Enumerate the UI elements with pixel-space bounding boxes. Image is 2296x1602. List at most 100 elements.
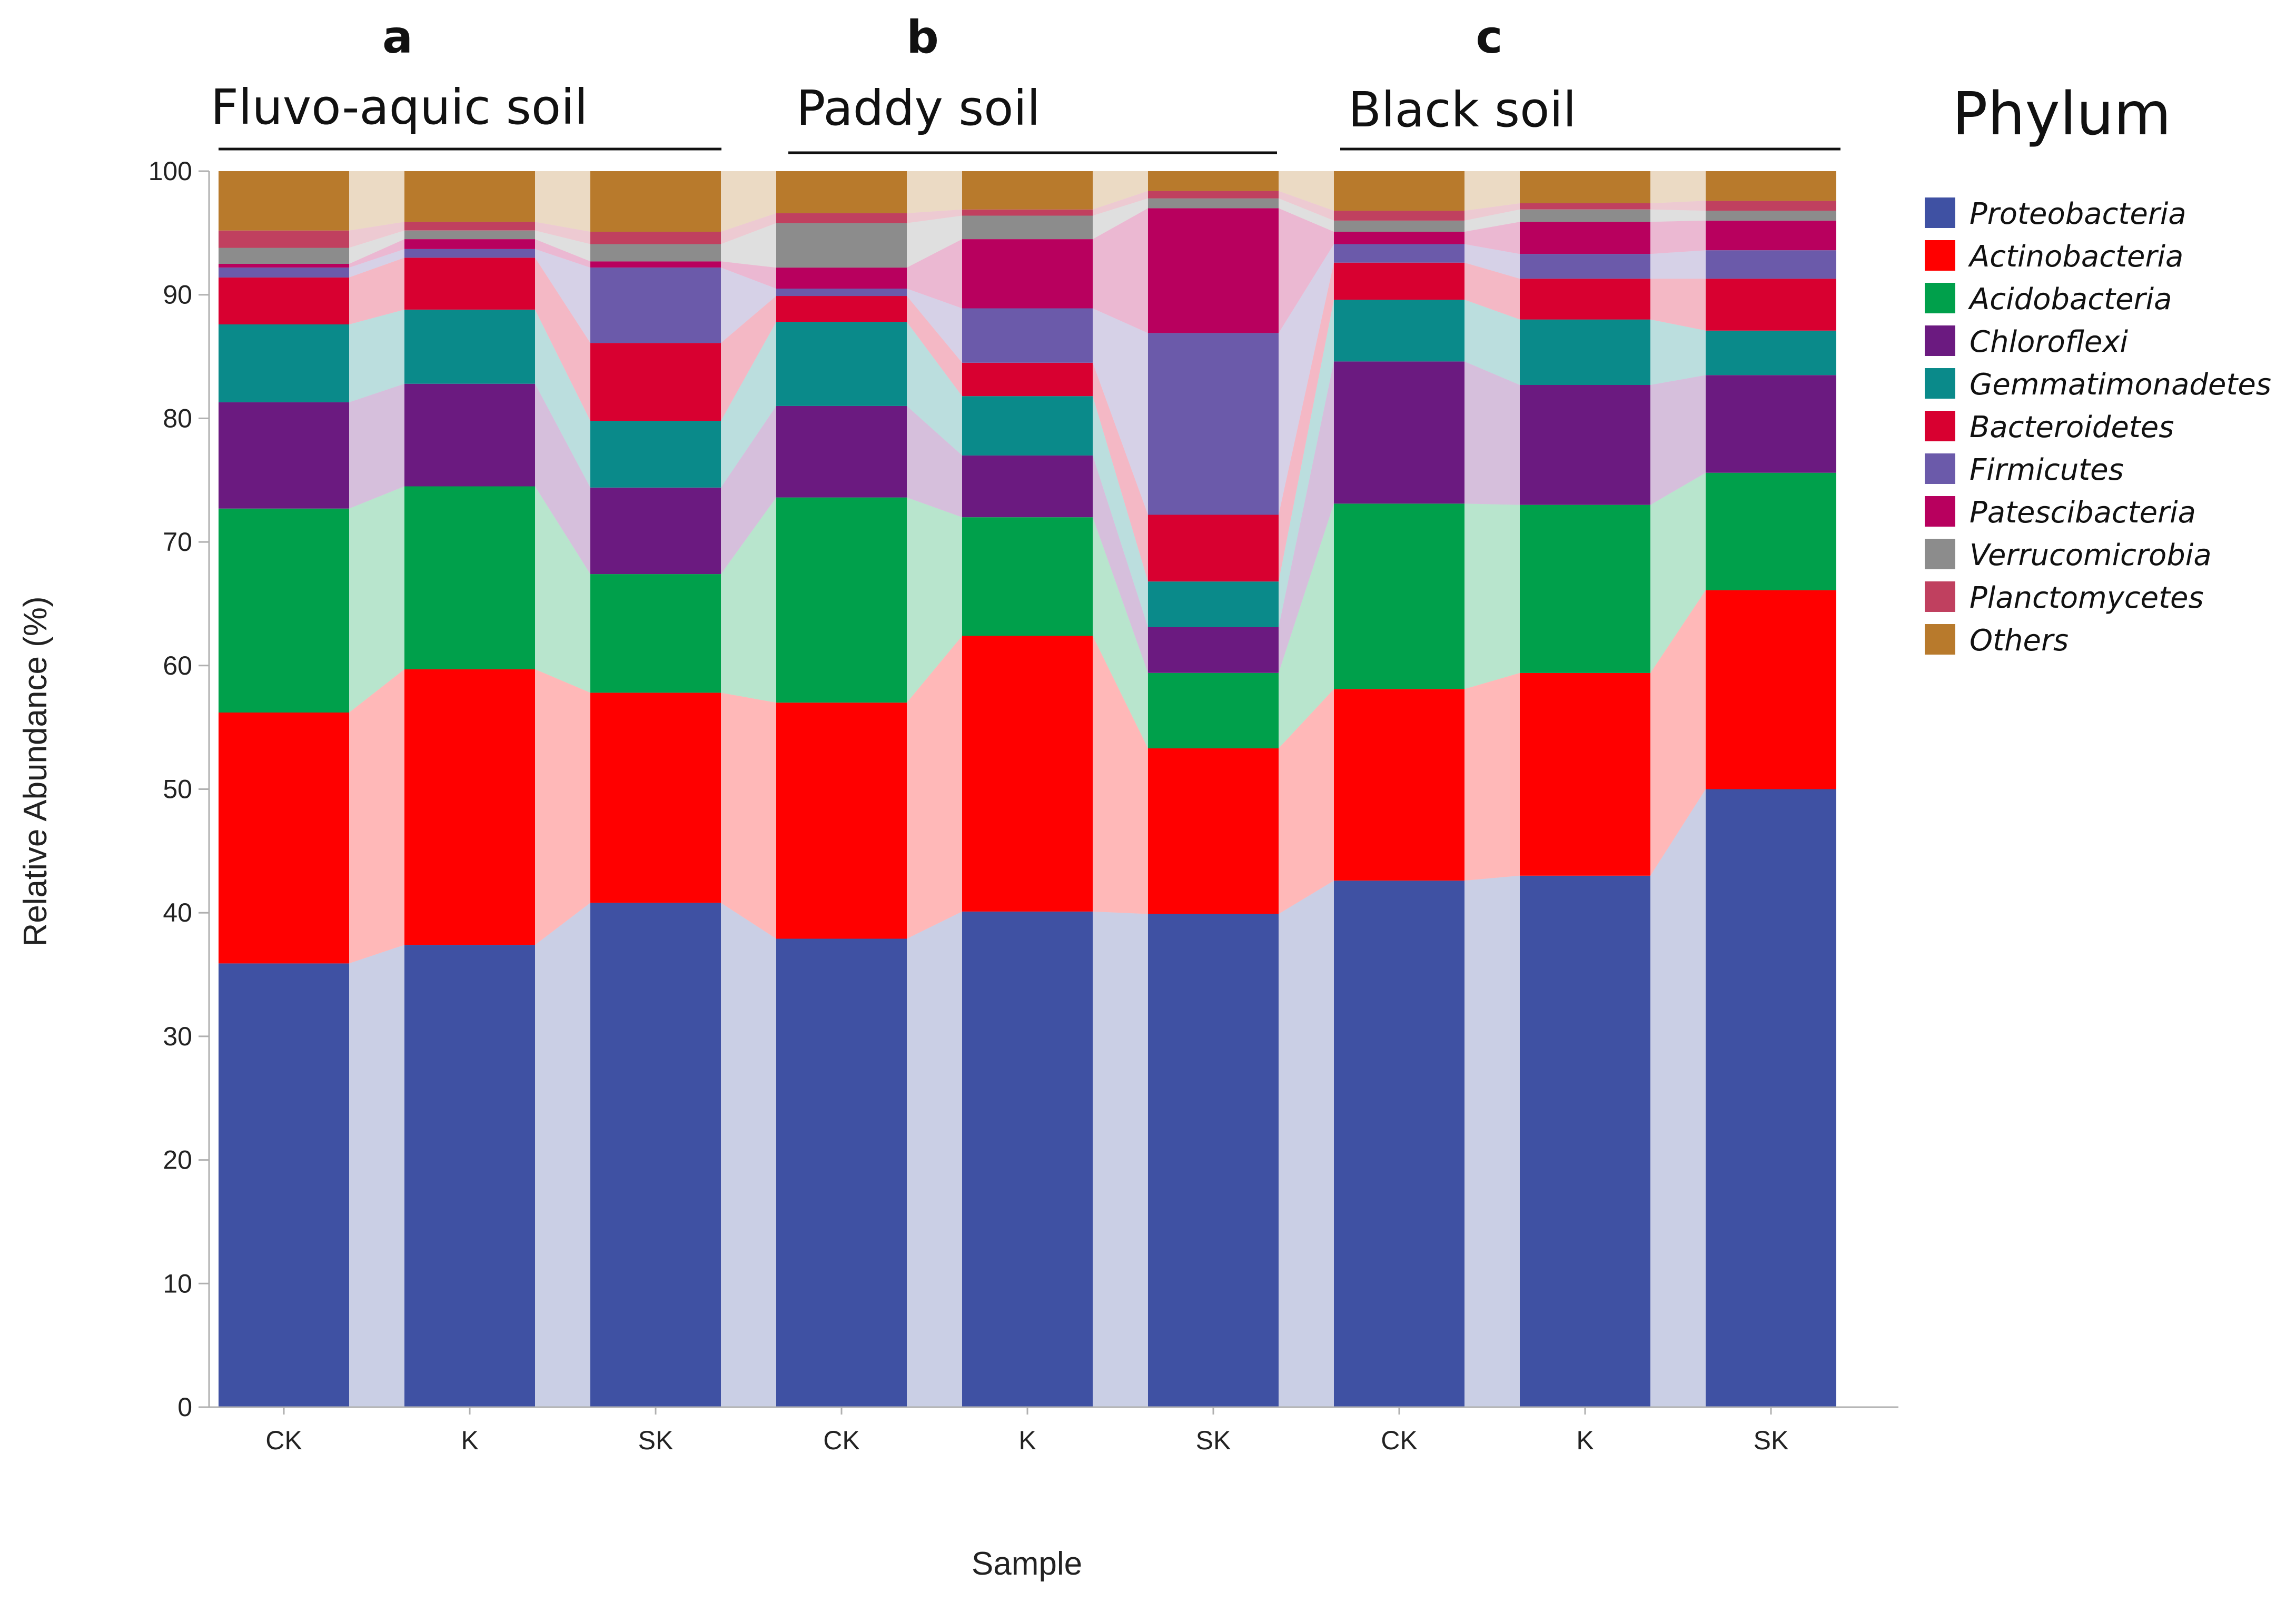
band-verrucomicrobia-5 <box>1279 198 1334 232</box>
band-actinobacteria-0 <box>349 669 404 964</box>
y-tick-label: 30 <box>163 1022 192 1051</box>
panel-letter-a: a <box>382 11 413 64</box>
band-firmicutes-4 <box>1093 308 1148 515</box>
bar-segment-actinobacteria-5 <box>1148 748 1279 914</box>
bar-segment-verrucomicrobia-4 <box>962 215 1093 240</box>
bar-segment-gemmatimonadetes-3 <box>776 322 907 406</box>
band-proteobacteria-2 <box>721 903 776 1407</box>
bar-segment-patescibacteria-5 <box>1148 208 1279 333</box>
legend-swatch-patescibacteria <box>1925 496 1955 527</box>
group-title-1: Paddy soil <box>796 80 1041 136</box>
titles: a Fluvo-aquic soil b Paddy soil c Black soil <box>211 11 1840 154</box>
x-tick-label: SK <box>638 1426 674 1455</box>
band-gemmatimonadetes-0 <box>349 309 404 402</box>
bar-segment-gemmatimonadetes-7 <box>1520 319 1650 385</box>
bar-segment-acidobacteria-6 <box>1334 503 1464 689</box>
legend-swatch-gemmatimonadetes <box>1925 368 1955 399</box>
band-bacteroidetes-4 <box>1093 362 1148 582</box>
x-tick-label: CK <box>1381 1426 1417 1455</box>
bar-segment-gemmatimonadetes-5 <box>1148 581 1279 627</box>
bar-segment-chloroflexi-4 <box>962 455 1093 518</box>
x-tick-label: K <box>1018 1426 1036 1455</box>
band-chloroflexi-5 <box>1279 361 1334 673</box>
band-firmicutes-5 <box>1279 244 1334 515</box>
bar-segment-proteobacteria-3 <box>776 938 907 1407</box>
group-title-0: Fluvo-aquic soil <box>211 79 588 135</box>
legend-swatch-proteobacteria <box>1925 197 1955 228</box>
band-bacteroidetes-1 <box>535 258 590 421</box>
band-chloroflexi-0 <box>349 383 404 509</box>
panel-letter-b: b <box>906 11 939 64</box>
bar-segment-acidobacteria-3 <box>776 497 907 703</box>
bar-segment-verrucomicrobia-7 <box>1520 209 1650 222</box>
bar-segment-patescibacteria-6 <box>1334 232 1464 244</box>
band-actinobacteria-4 <box>1093 636 1148 914</box>
bar-segment-gemmatimonadetes-4 <box>962 396 1093 456</box>
band-bacteroidetes-3 <box>907 296 962 397</box>
band-planctomycetes-5 <box>1279 191 1334 221</box>
band-planctomycetes-1 <box>535 222 590 244</box>
bar-segment-verrucomicrobia-5 <box>1148 198 1279 209</box>
axes: 0 10 20 30 40 50 60 70 80 90 100 CK K SK CK K SK CK K SK <box>149 156 1898 1455</box>
bar-segment-verrucomicrobia-6 <box>1334 220 1464 232</box>
band-verrucomicrobia-0 <box>349 230 404 264</box>
legend-label-acidobacteria: Acidobacteria <box>1968 282 2172 317</box>
band-verrucomicrobia-2 <box>721 223 776 268</box>
bar-segment-planctomycetes-3 <box>776 213 907 223</box>
band-gemmatimonadetes-6 <box>1464 300 1520 385</box>
legend-swatch-bacteroidetes <box>1925 411 1955 441</box>
y-tick-label: 20 <box>163 1145 192 1175</box>
band-gemmatimonadetes-3 <box>907 322 962 456</box>
band-bacteroidetes-5 <box>1279 262 1334 582</box>
band-chloroflexi-2 <box>721 406 776 575</box>
band-proteobacteria-6 <box>1464 875 1520 1407</box>
band-patescibacteria-2 <box>721 261 776 289</box>
band-verrucomicrobia-1 <box>535 230 590 262</box>
bar-segment-chloroflexi-6 <box>1334 361 1464 504</box>
bar-segment-acidobacteria-4 <box>962 517 1093 636</box>
legend-swatch-others <box>1925 624 1955 655</box>
band-chloroflexi-4 <box>1093 455 1148 673</box>
bar-segment-planctomycetes-5 <box>1148 191 1279 199</box>
legend-label-others: Others <box>1970 624 2069 658</box>
band-patescibacteria-1 <box>535 239 590 268</box>
bar-segment-verrucomicrobia-1 <box>404 230 535 240</box>
bar-segment-bacteroidetes-0 <box>219 277 349 324</box>
bar-segment-proteobacteria-8 <box>1706 789 1836 1407</box>
bar-segment-actinobacteria-8 <box>1706 590 1836 789</box>
band-acidobacteria-3 <box>907 497 962 703</box>
legend-title: Phylum <box>1952 80 2171 149</box>
bar-segment-firmicutes-7 <box>1520 254 1650 279</box>
band-proteobacteria-4 <box>1093 911 1148 1407</box>
bar-segment-others-2 <box>590 171 721 232</box>
bar-segment-others-0 <box>219 171 349 231</box>
bar-segment-patescibacteria-3 <box>776 268 907 289</box>
x-tick-label: K <box>1576 1426 1594 1455</box>
band-planctomycetes-2 <box>721 213 776 244</box>
band-others-2 <box>721 171 776 232</box>
bar-segment-others-6 <box>1334 171 1464 211</box>
bar-segment-actinobacteria-2 <box>590 693 721 903</box>
band-actinobacteria-6 <box>1464 673 1520 881</box>
bar-segment-acidobacteria-2 <box>590 574 721 693</box>
legend-label-planctomycetes: Planctomycetes <box>1970 581 2204 615</box>
band-bacteroidetes-6 <box>1464 262 1520 320</box>
band-bacteroidetes-7 <box>1650 279 1706 331</box>
band-firmicutes-1 <box>535 249 590 343</box>
band-proteobacteria-3 <box>907 911 962 1407</box>
bar-segment-planctomycetes-8 <box>1706 201 1836 211</box>
bar-segment-acidobacteria-7 <box>1520 505 1650 673</box>
band-acidobacteria-1 <box>535 486 590 693</box>
y-tick-label: 50 <box>163 775 192 804</box>
band-others-3 <box>907 171 962 213</box>
band-proteobacteria-7 <box>1650 789 1706 1407</box>
band-acidobacteria-6 <box>1464 503 1520 689</box>
bar-segment-bacteroidetes-2 <box>590 343 721 421</box>
band-others-7 <box>1650 171 1706 203</box>
bar-segment-planctomycetes-0 <box>219 230 349 248</box>
bar-segment-bacteroidetes-6 <box>1334 262 1464 300</box>
legend-label-gemmatimonadetes: Gemmatimonadetes <box>1970 368 2271 402</box>
band-gemmatimonadetes-5 <box>1279 300 1334 627</box>
bar-segment-verrucomicrobia-3 <box>776 223 907 268</box>
band-others-5 <box>1279 171 1334 211</box>
